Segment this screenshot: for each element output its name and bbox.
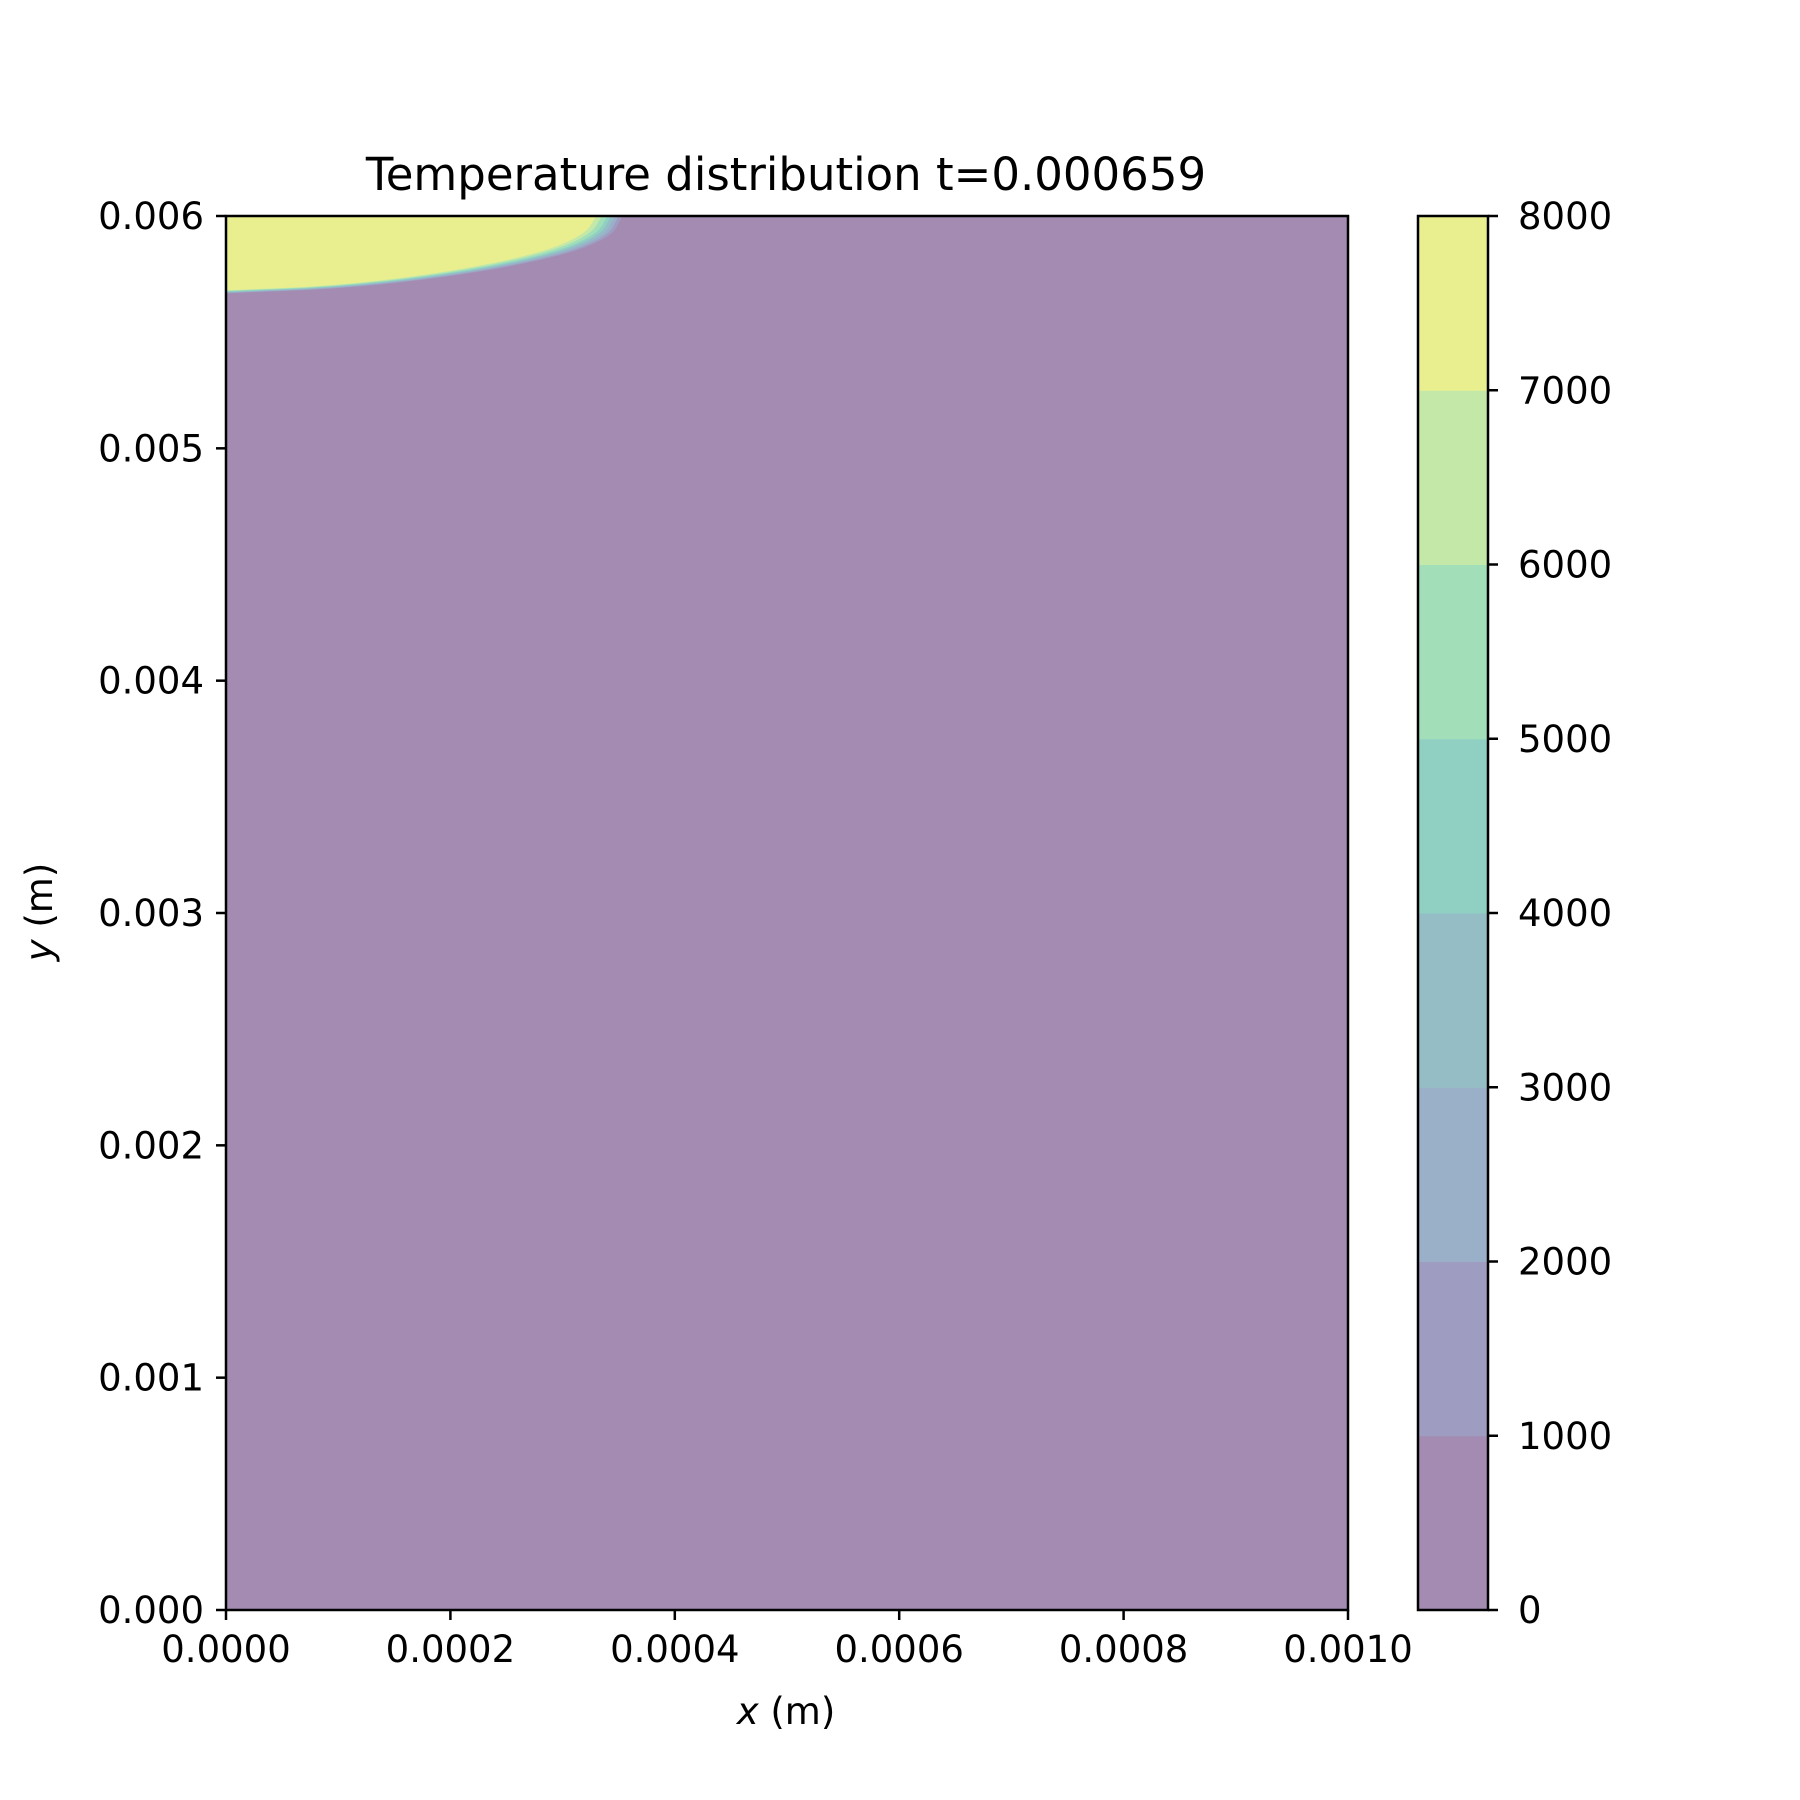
- y-tick-label: 0.005: [98, 427, 204, 470]
- colorbar-tick-label: 3000: [1518, 1066, 1612, 1109]
- x-tick-label: 0.0004: [610, 1628, 739, 1671]
- colorbar-tick-label: 0: [1518, 1589, 1542, 1632]
- y-tick-label: 0.006: [98, 195, 204, 238]
- colorbar-tick-label: 1000: [1518, 1415, 1612, 1458]
- colorbar-segment: [1418, 564, 1488, 740]
- y-tick-label: 0.002: [98, 1124, 204, 1167]
- colorbar-tick-label: 7000: [1518, 369, 1612, 412]
- x-tick-label: 0.0000: [161, 1628, 290, 1671]
- colorbar-tick-label: 8000: [1518, 195, 1612, 238]
- colorbar-segment: [1418, 1087, 1488, 1262]
- y-axis-ticks: 0.000 0.001 0.002 0.003 0.004 0.005 0.006: [98, 195, 226, 1632]
- colorbar-tick-label: 5000: [1518, 718, 1612, 761]
- y-tick-label: 0.000: [98, 1589, 204, 1632]
- x-tick-label: 0.0002: [386, 1628, 515, 1671]
- x-axis-label: x (m): [736, 1690, 836, 1733]
- colorbar-segment: [1418, 390, 1488, 565]
- colorbar-tick-label: 2000: [1518, 1241, 1612, 1284]
- x-tick-label: 0.0010: [1283, 1628, 1412, 1671]
- colorbar-segment: [1418, 913, 1488, 1088]
- y-tick-label: 0.001: [98, 1357, 204, 1400]
- hot-region-bands: [226, 216, 623, 294]
- colorbar-ticks: 0 1000 2000 3000 4000 5000 6000 7000 8000: [1488, 195, 1612, 1632]
- colorbar-tick-label: 4000: [1518, 892, 1612, 935]
- y-axis-label: y (m): [18, 863, 61, 963]
- colorbar-segments: [1418, 216, 1488, 1611]
- colorbar-segment: [1418, 1261, 1488, 1437]
- plot-area: [224, 214, 1350, 1612]
- colorbar-segment: [1418, 738, 1488, 914]
- x-tick-label: 0.0008: [1059, 1628, 1188, 1671]
- x-tick-label: 0.0006: [834, 1628, 963, 1671]
- colorbar-tick-label: 6000: [1518, 544, 1612, 587]
- y-tick-label: 0.003: [98, 892, 204, 935]
- chart-title: Temperature distribution t=0.000659: [365, 148, 1206, 201]
- colorbar-segment: [1418, 216, 1488, 391]
- colorbar: 0 1000 2000 3000 4000 5000 6000 7000 8000: [1416, 195, 1612, 1632]
- contour-level-7000-8000: [226, 216, 597, 291]
- x-axis-ticks: 0.0000 0.0002 0.0004 0.0006 0.0008 0.0010: [161, 1610, 1413, 1671]
- colorbar-segment: [1418, 1435, 1488, 1611]
- y-tick-label: 0.004: [98, 660, 204, 703]
- contour-level-0-1000: [226, 216, 1348, 1610]
